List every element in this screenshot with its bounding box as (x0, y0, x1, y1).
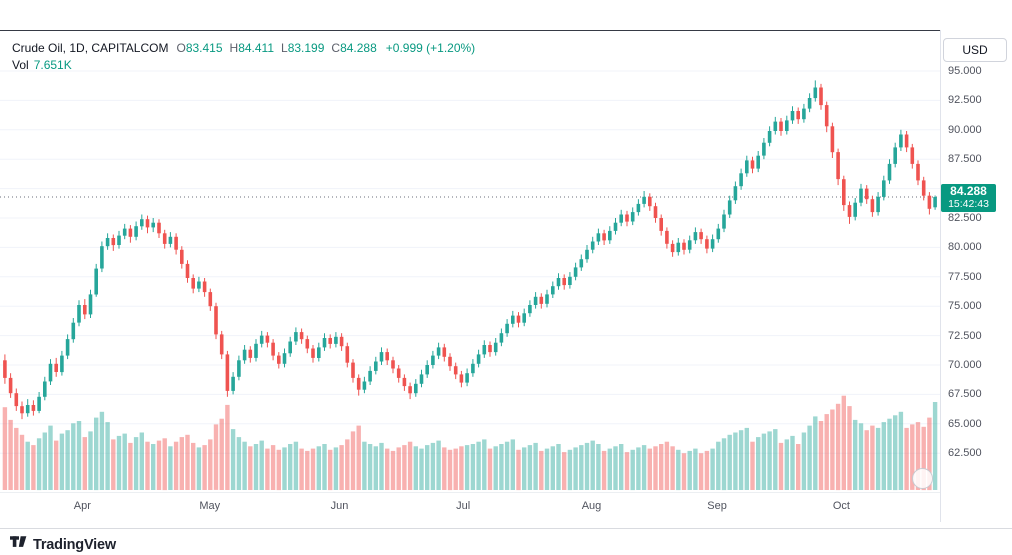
chart-pane[interactable] (0, 30, 940, 492)
time-axis[interactable]: Apr May Jun Jul Aug Sep Oct (0, 492, 940, 523)
ohlc-low: L83.199 (281, 41, 324, 55)
price-tick-label: 62.500 (948, 447, 982, 460)
candlestick-chart[interactable] (0, 30, 940, 492)
ohlc-high: H84.411 (230, 41, 274, 55)
time-axis-label: Oct (832, 500, 850, 512)
ohlc-open: O83.415 (176, 41, 222, 55)
price-tick-label: 92.500 (948, 94, 982, 107)
price-tick-label: 82.500 (948, 212, 982, 224)
chart-legend: Crude Oil, 1D, CAPITALCOM O83.415 H84.41… (12, 39, 475, 73)
time-axis-label: Jul (456, 500, 471, 512)
close-label: C (331, 40, 341, 55)
time-axis-label: Jun (330, 500, 349, 512)
price-tick-label: 80.000 (948, 241, 982, 254)
tradingview-logo-icon[interactable] (10, 535, 28, 554)
ohlc-close: C84.288 (331, 41, 376, 55)
change-value: +0.999 (+1.20%) (385, 40, 476, 55)
price-tick-label: 77.500 (948, 270, 982, 283)
time-axis-label: Aug (581, 500, 602, 512)
open-label: O (176, 40, 186, 55)
volume-label[interactable]: Vol (12, 57, 29, 72)
price-tick-label: 65.000 (948, 417, 982, 430)
price-tick-label: 70.000 (948, 359, 982, 371)
time-axis-label: May (199, 500, 221, 512)
goto-realtime-button[interactable] (912, 468, 933, 489)
close-value: 84.288 (340, 40, 377, 55)
volume-value: 7.651K (33, 57, 72, 72)
currency-button[interactable]: USD (943, 38, 1007, 62)
footer: TradingView (10, 535, 116, 554)
time-axis-label: Apr (73, 500, 91, 512)
high-value: 84.411 (238, 40, 275, 55)
last-price-badge: 84.288 15:42:43 (941, 183, 996, 212)
high-label: H (229, 40, 239, 55)
currency-label: USD (962, 43, 988, 57)
low-label: L (281, 40, 288, 55)
low-value: 83.199 (287, 40, 325, 55)
symbol-title[interactable]: Crude Oil, 1D, CAPITALCOM (12, 40, 169, 55)
price-tick-label: 87.500 (948, 153, 982, 166)
price-tick-label: 67.500 (948, 388, 982, 401)
bar-countdown: 15:42:43 (948, 197, 989, 210)
price-tick-label: 95.000 (948, 65, 982, 77)
time-axis-label: Sep (707, 500, 727, 512)
footer-separator (0, 528, 1012, 529)
price-tick-label: 90.000 (948, 123, 982, 136)
price-tick-label: 72.500 (948, 329, 982, 342)
pane-top-border (0, 30, 1012, 31)
last-price-value: 84.288 (950, 183, 987, 198)
price-tick-label: 75.000 (948, 300, 982, 313)
open-value: 83.415 (185, 40, 223, 55)
tradingview-wordmark[interactable]: TradingView (33, 536, 116, 553)
price-scale[interactable]: USD 84.288 15:42:43 95.000 92.500 90.000 87… (940, 30, 1012, 522)
